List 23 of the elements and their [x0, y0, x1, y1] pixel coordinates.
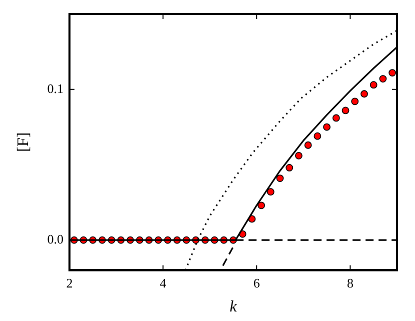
point	[295, 152, 302, 160]
point	[304, 141, 312, 149]
point	[360, 90, 368, 98]
point	[258, 202, 265, 210]
point	[276, 174, 284, 182]
point	[370, 81, 378, 89]
point	[342, 106, 350, 114]
point	[323, 123, 331, 131]
x-tick-label: 2	[66, 275, 73, 290]
point	[388, 69, 396, 76]
point	[351, 98, 359, 106]
y-tick-label: 0.0	[47, 231, 64, 246]
point	[379, 75, 387, 83]
x-tick-label: 4	[160, 275, 167, 290]
point	[314, 132, 322, 140]
x-axis-title: k	[230, 298, 238, 316]
y-axis-title: [F]	[14, 132, 32, 152]
y-tick-label: 0.1	[47, 80, 64, 96]
x-tick-label: 8	[346, 275, 354, 290]
x-tick-label: 6	[253, 275, 260, 290]
point	[286, 164, 294, 172]
point	[266, 188, 274, 196]
point	[332, 114, 340, 122]
